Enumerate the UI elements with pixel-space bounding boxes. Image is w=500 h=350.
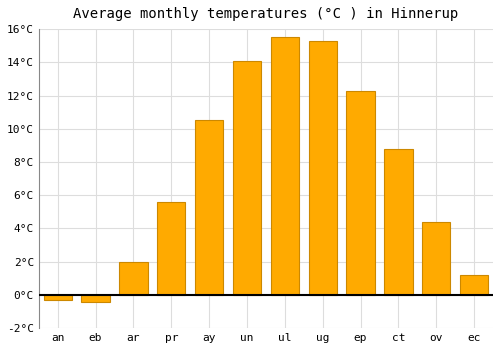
Bar [233,61,261,295]
Bar [157,202,186,295]
Bar [270,37,299,295]
Bar [44,295,72,300]
Bar [195,120,224,295]
Title: Average monthly temperatures (°C ) in Hinnerup: Average monthly temperatures (°C ) in Hi… [74,7,458,21]
Bar [384,149,412,295]
Bar [82,295,110,302]
Bar [346,91,375,295]
Bar [119,262,148,295]
Bar [460,275,488,295]
Bar [422,222,450,295]
Bar [308,41,337,295]
